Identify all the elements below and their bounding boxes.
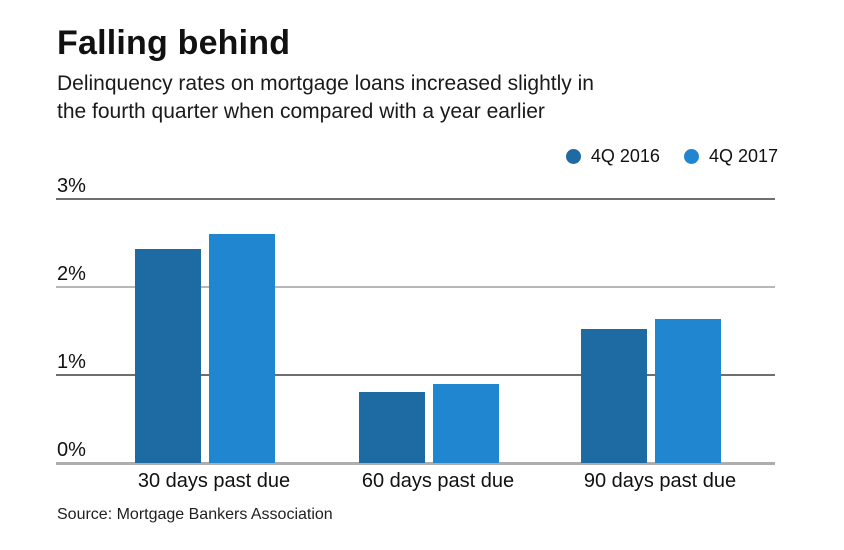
- y-axis-label-1pct: 1%: [57, 351, 86, 373]
- source-note: Source: Mortgage Bankers Association: [57, 506, 333, 523]
- legend-item-4q2017: 4Q 2017: [683, 145, 778, 167]
- bar-4q-2017-30-days-past-due: [209, 234, 275, 463]
- legend-item-4q2016: 4Q 2016: [565, 145, 660, 167]
- chart-subtitle: Delinquency rates on mortgage loans incr…: [57, 70, 594, 126]
- gridline-3pct: [56, 198, 775, 200]
- x-axis-label-30-days-past-due: 30 days past due: [137, 470, 291, 492]
- bar-4q-2017-90-days-past-due: [655, 319, 721, 463]
- gridline-2pct: [56, 286, 775, 288]
- bar-4q-2016-60-days-past-due: [359, 392, 425, 463]
- y-axis-label-3pct: 3%: [57, 175, 86, 197]
- y-axis-label-2pct: 2%: [57, 263, 86, 285]
- legend: 4Q 2016 4Q 2017: [565, 143, 778, 169]
- bar-4q-2017-60-days-past-due: [433, 384, 499, 463]
- gridline-0pct: [56, 462, 775, 465]
- legend-swatch-4q2017: [683, 148, 699, 164]
- bar-4q-2016-90-days-past-due: [581, 329, 647, 463]
- chart-title: Falling behind: [57, 24, 291, 62]
- legend-label-4q2016: 4Q 2016: [590, 145, 660, 166]
- bar-4q-2016-30-days-past-due: [135, 249, 201, 463]
- y-axis-label-0pct: 0%: [57, 439, 86, 461]
- x-axis-label-60-days-past-due: 60 days past due: [361, 470, 515, 492]
- x-axis-label-90-days-past-due: 90 days past due: [583, 470, 737, 492]
- legend-label-4q2017: 4Q 2017: [708, 145, 778, 166]
- chart-subtitle-line2: the fourth quarter when compared with a …: [57, 100, 545, 123]
- gridline-1pct: [56, 374, 775, 376]
- chart-subtitle-line1: Delinquency rates on mortgage loans incr…: [57, 72, 594, 95]
- legend-swatch-4q2016: [565, 148, 581, 164]
